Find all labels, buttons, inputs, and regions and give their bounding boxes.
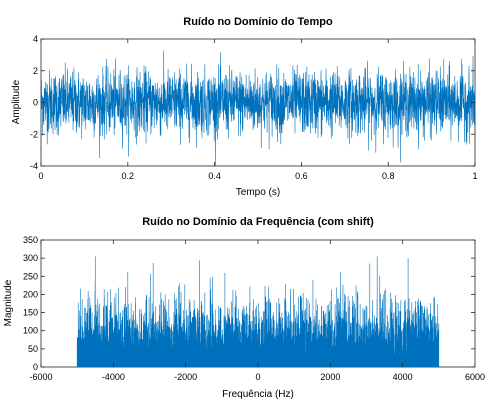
- x-tick-label: 6000: [465, 372, 485, 382]
- y-tick-label: 0: [33, 362, 38, 372]
- y-axis-ticks: -4 -2 0 2 4: [30, 34, 475, 171]
- y-tick-label: 250: [23, 271, 38, 281]
- time-domain-chart: Ruído no Domínio do Tempo 0 0.2 0.4 0.6 0.8 1…: [11, 16, 478, 198]
- frequency-domain-chart: Ruído no Domínio da Frequência (com shif…: [3, 216, 485, 400]
- x-axis-label: Frequência (Hz): [222, 389, 294, 400]
- x-tick-label: -4000: [102, 372, 125, 382]
- x-tick-label: 0.2: [122, 171, 135, 181]
- y-axis-ticks: 0 50 100 150 200 250 300 350: [23, 235, 475, 372]
- x-tick-label: 0.8: [382, 171, 395, 181]
- y-tick-label: -2: [30, 129, 38, 139]
- y-tick-label: 200: [23, 289, 38, 299]
- y-tick-label: 0: [33, 98, 38, 108]
- x-axis-label: Tempo (s): [236, 187, 280, 198]
- y-tick-label: 350: [23, 235, 38, 245]
- x-tick-label: 0.4: [208, 171, 221, 181]
- y-tick-label: 50: [28, 344, 38, 354]
- y-tick-label: 4: [33, 34, 38, 44]
- x-tick-label: -6000: [29, 372, 52, 382]
- chart-title: Ruído no Domínio do Tempo: [183, 16, 333, 28]
- x-tick-label: 1: [472, 171, 477, 181]
- x-tick-label: 4000: [393, 372, 413, 382]
- x-tick-label: 0: [255, 372, 260, 382]
- x-tick-label: 2000: [320, 372, 340, 382]
- y-tick-label: 2: [33, 66, 38, 76]
- y-axis-label: Magnitude: [3, 279, 14, 326]
- x-tick-label: 0: [38, 171, 43, 181]
- series-line: [76, 256, 440, 367]
- chart-title: Ruído no Domínio da Frequência (com shif…: [142, 216, 374, 228]
- y-tick-label: 150: [23, 308, 38, 318]
- x-axis-ticks: -6000 -4000 -2000 0 2000 4000 6000: [29, 240, 485, 382]
- series-line: [40, 50, 476, 167]
- x-tick-label: -2000: [174, 372, 197, 382]
- y-tick-label: 300: [23, 253, 38, 263]
- y-tick-label: 100: [23, 326, 38, 336]
- y-axis-label: Amplitude: [11, 79, 22, 124]
- y-tick-label: -4: [30, 161, 38, 171]
- x-tick-label: 0.6: [295, 171, 308, 181]
- x-axis-ticks: 0 0.2 0.4 0.6 0.8 1: [38, 39, 478, 181]
